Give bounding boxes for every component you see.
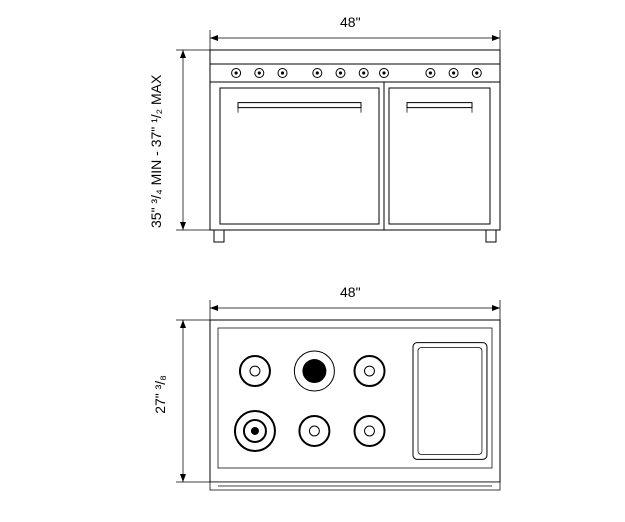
front-view [210, 50, 500, 242]
drawing-svg [0, 0, 625, 522]
front-lip [210, 482, 500, 490]
diagram-stage: 48" 35" ³/₄ MIN - 37" ¹/₂ MAX 48" 27" ³/… [0, 0, 625, 522]
top-view [210, 320, 500, 490]
